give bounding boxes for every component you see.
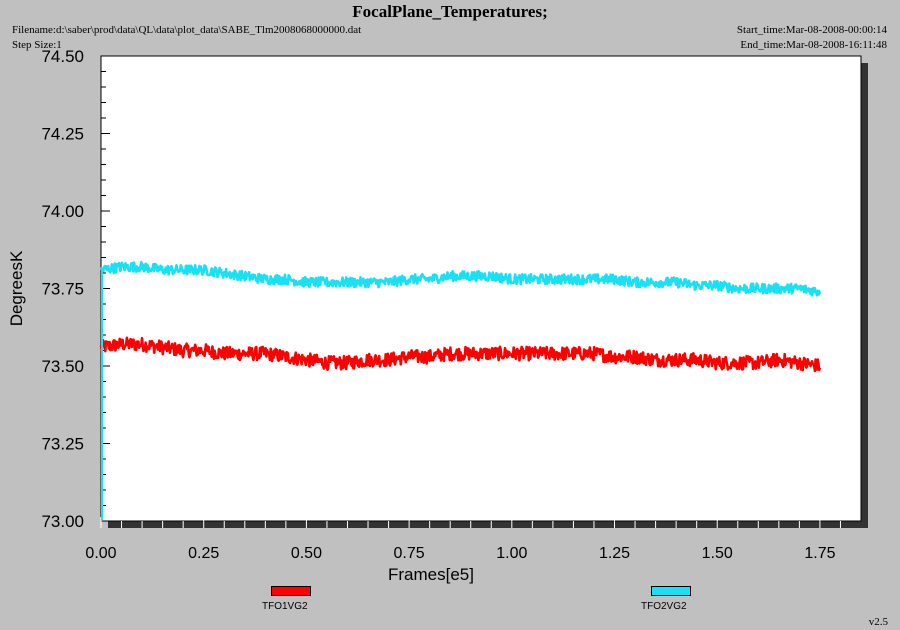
series-line-tfo1vg2 [99, 336, 822, 373]
series-line-tfo2vg2 [99, 260, 822, 297]
y-axis-label: DegreesK [7, 250, 26, 326]
y-tick-label: 73.75 [41, 280, 84, 299]
legend-label-tfo1vg2: TFO1VG2 [262, 601, 308, 612]
y-tick-label: 73.50 [41, 357, 84, 376]
x-tick-label: 0.50 [291, 545, 322, 562]
start-time-label: Start_time:Mar-08-2008-00:00:14 [736, 24, 887, 36]
x-axis-label: Frames[e5] [388, 565, 474, 584]
y-tick-label: 73.25 [41, 435, 84, 454]
end-time-label: End_time:Mar-08-2008-16:11:48 [740, 39, 887, 51]
filename-label: Filename:d:\saber\prod\data\QL\data\plot… [12, 24, 362, 36]
version-label: v2.5 [868, 616, 888, 628]
legend-label-tfo2vg2: TFO2VG2 [641, 601, 687, 612]
x-tick-label: 1.00 [496, 545, 527, 562]
y-tick-label: 74.25 [41, 125, 84, 144]
y-tick-label: 74.50 [41, 47, 84, 66]
chart-title: FocalPlane_Temperatures; [352, 2, 548, 21]
x-tick-label: 1.25 [599, 545, 630, 562]
y-tick-label: 74.00 [41, 202, 84, 221]
y-tick-label: 73.00 [41, 512, 84, 531]
x-tick-label: 1.50 [702, 545, 733, 562]
x-tick-label: 0.75 [394, 545, 425, 562]
x-tick-label: 1.75 [804, 545, 835, 562]
legend-swatch-tfo1vg2 [271, 586, 311, 596]
legend-swatch-tfo2vg2 [651, 586, 691, 596]
step-size-label: Step Size:1 [12, 39, 62, 51]
x-tick-label: 0.00 [85, 545, 116, 562]
x-tick-label: 0.25 [188, 545, 219, 562]
